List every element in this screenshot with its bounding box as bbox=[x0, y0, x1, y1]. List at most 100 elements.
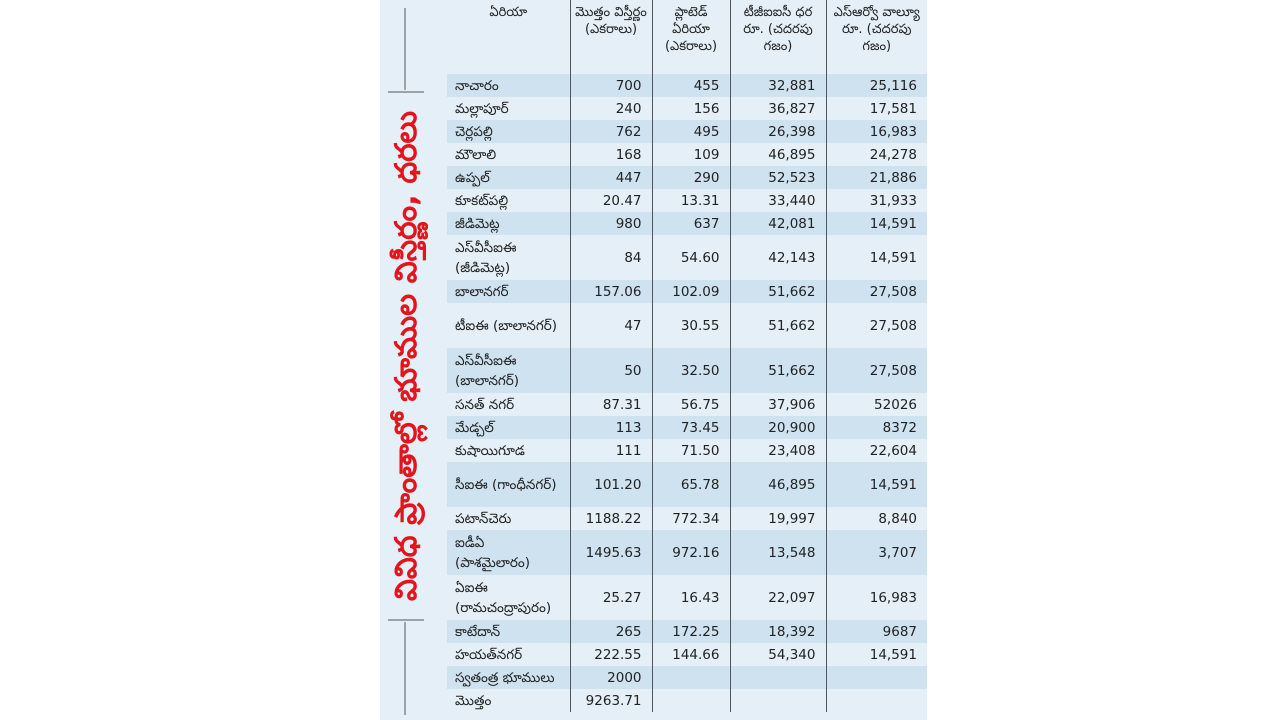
cell-number: 290 bbox=[651, 166, 730, 189]
cell-number: 16.43 bbox=[651, 575, 730, 620]
cell-number: 27,508 bbox=[825, 303, 927, 348]
cell-area: సీఐఈ (గాంధీనగర్) bbox=[447, 462, 570, 507]
cell-number: 101.20 bbox=[569, 462, 652, 507]
table-row: టీఐఈ (బాలానగర్) 47 30.55 51,662 27,508 bbox=[447, 303, 927, 348]
table-row: కూకట్‌పల్లి 20.47 13.31 33,440 31,933 bbox=[447, 189, 927, 212]
column-header: మొత్తం విస్తీర్ణం (ఎకరాలు) bbox=[569, 0, 652, 74]
cell-area: టీఐఈ (బాలానగర్) bbox=[455, 317, 558, 334]
cell-number: 27,508 bbox=[825, 280, 927, 303]
table-row: మేడ్చల్ 113 73.45 20,900 8372 bbox=[447, 416, 927, 439]
cell-number: 13.31 bbox=[651, 189, 730, 212]
cell-number: 23,408 bbox=[729, 439, 826, 462]
cell-number: 772.34 bbox=[651, 507, 730, 530]
cell-empty bbox=[729, 689, 826, 712]
cell-number: 14,591 bbox=[825, 462, 927, 507]
cell-area: మేడ్చల్ bbox=[447, 416, 570, 439]
cell-number: 111 bbox=[569, 439, 652, 462]
cell-number: 9263.71 bbox=[569, 689, 652, 712]
cell-number: 25.27 bbox=[569, 575, 652, 620]
cell-number: 87.31 bbox=[569, 393, 652, 416]
column-header: ఎస్ఆర్వో వాల్యూ రూ. (చదరపు గజం) bbox=[825, 0, 927, 74]
cell-area: ఐడీఏ (పాశమైలారం) bbox=[447, 530, 570, 575]
cell-number: 54.60 bbox=[651, 235, 730, 280]
cell-number: 8372 bbox=[825, 416, 927, 439]
cell-number: 144.66 bbox=[651, 643, 730, 666]
cell-number: 30.55 bbox=[651, 303, 730, 348]
cell-number: 42,081 bbox=[729, 212, 826, 235]
table-row: సనత్ నగర్ 87.31 56.75 37,906 52026 bbox=[447, 393, 927, 416]
cell-number: 2000 bbox=[569, 666, 652, 689]
cell-number: 22,604 bbox=[825, 439, 927, 462]
cell-number: 14,591 bbox=[825, 212, 927, 235]
cell-number: 265 bbox=[569, 620, 652, 643]
cell-area: నాచారం bbox=[447, 74, 570, 97]
cell-empty bbox=[825, 666, 927, 689]
header-row: ఏరియా మొత్తం విస్తీర్ణం (ఎకరాలు) ప్లాటెడ్ … bbox=[447, 0, 927, 74]
table-row: మల్లాపూర్ 240 156 36,827 17,581 bbox=[447, 97, 927, 120]
cell-area: హయత్‌నగర్ bbox=[455, 646, 523, 663]
cell-number: 47 bbox=[569, 303, 652, 348]
cell-number: 73.45 bbox=[651, 416, 730, 439]
table-row: హయత్‌నగర్ 222.55 144.66 54,340 14,591 bbox=[447, 643, 927, 666]
cell-area: బాలానగర్ bbox=[447, 280, 570, 303]
cell-number: 222.55 bbox=[569, 643, 652, 666]
cell-number: 46,895 bbox=[729, 143, 826, 166]
cell-number: 172.25 bbox=[651, 620, 730, 643]
cell-number: 18,392 bbox=[729, 620, 826, 643]
cell-number: 16,983 bbox=[825, 120, 927, 143]
cell-number: 52,523 bbox=[729, 166, 826, 189]
cell-number: 25,116 bbox=[825, 74, 927, 97]
cell-number: 42,143 bbox=[729, 235, 826, 280]
cell-number: 240 bbox=[569, 97, 652, 120]
cell-empty bbox=[651, 689, 730, 712]
cell-number: 16,983 bbox=[825, 575, 927, 620]
cell-number: 32.50 bbox=[651, 348, 730, 393]
cell-number: 447 bbox=[569, 166, 652, 189]
cell-area: ఉప్పల్ bbox=[447, 166, 570, 189]
table-row: ఏఐఈ (రామచంద్రాపురం) 25.27 16.43 22,097 16,98… bbox=[447, 575, 927, 620]
table-row: స్వతంత్ర భూములు 2000 bbox=[447, 666, 927, 689]
cell-area: పటాన్‌చెరు bbox=[455, 510, 512, 527]
cell-number: 700 bbox=[569, 74, 652, 97]
column-header: ఏరియా bbox=[489, 5, 528, 20]
cell-empty bbox=[825, 689, 927, 712]
cell-area: మల్లాపూర్ bbox=[455, 100, 509, 117]
cell-area: మొత్తం bbox=[455, 692, 492, 709]
table-row: చెర్లపల్లి 762 495 26,398 16,983 bbox=[447, 120, 927, 143]
cell-number: 27,508 bbox=[825, 348, 927, 393]
cell-number: 24,278 bbox=[825, 143, 927, 166]
cell-number: 32,881 bbox=[729, 74, 826, 97]
table-row: ఐడీఏ (పాశమైలారం) 1495.63 972.16 13,548 3,707 bbox=[447, 530, 927, 575]
cell-number: 9687 bbox=[825, 620, 927, 643]
cell-number: 157.06 bbox=[569, 280, 652, 303]
table-row: బాలానగర్ 157.06 102.09 51,662 27,508 bbox=[447, 280, 927, 303]
cell-area: సనత్ నగర్ bbox=[455, 396, 515, 413]
cell-number: 51,662 bbox=[729, 280, 826, 303]
cell-area: కాటేదాన్ bbox=[447, 620, 570, 643]
cell-number: 17,581 bbox=[825, 97, 927, 120]
panel: వివిధ ప్రాంతాల్లో భూముల విస్తీర్ణం, ధరలు… bbox=[380, 0, 927, 720]
cell-number: 19,997 bbox=[729, 507, 826, 530]
cell-number: 113 bbox=[569, 416, 652, 439]
cell-number: 980 bbox=[569, 212, 652, 235]
cell-number: 84 bbox=[569, 235, 652, 280]
cell-number: 14,591 bbox=[825, 643, 927, 666]
cell-number: 1188.22 bbox=[569, 507, 652, 530]
cell-number: 37,906 bbox=[729, 393, 826, 416]
cell-number: 36,827 bbox=[729, 97, 826, 120]
table-row: పటాన్‌చెరు 1188.22 772.34 19,997 8,840 bbox=[447, 507, 927, 530]
cell-empty bbox=[651, 666, 730, 689]
cell-number: 71.50 bbox=[651, 439, 730, 462]
table-row: ఉప్పల్ 447 290 52,523 21,886 bbox=[447, 166, 927, 189]
table-row: కుషాయిగూడ 111 71.50 23,408 22,604 bbox=[447, 439, 927, 462]
data-table: ఏరియా మొత్తం విస్తీర్ణం (ఎకరాలు) ప్లాటెడ్ … bbox=[447, 0, 927, 712]
cell-area: చెర్లపల్లి bbox=[447, 120, 570, 143]
column-header: ప్లాటెడ్ ఏరియా (ఎకరాలు) bbox=[651, 0, 730, 74]
cell-number: 1495.63 bbox=[569, 530, 652, 575]
cell-number: 8,840 bbox=[825, 507, 927, 530]
cell-number: 65.78 bbox=[651, 462, 730, 507]
cell-number: 156 bbox=[651, 97, 730, 120]
table-row: మౌలాలి 168 109 46,895 24,278 bbox=[447, 143, 927, 166]
cell-number: 20.47 bbox=[569, 189, 652, 212]
